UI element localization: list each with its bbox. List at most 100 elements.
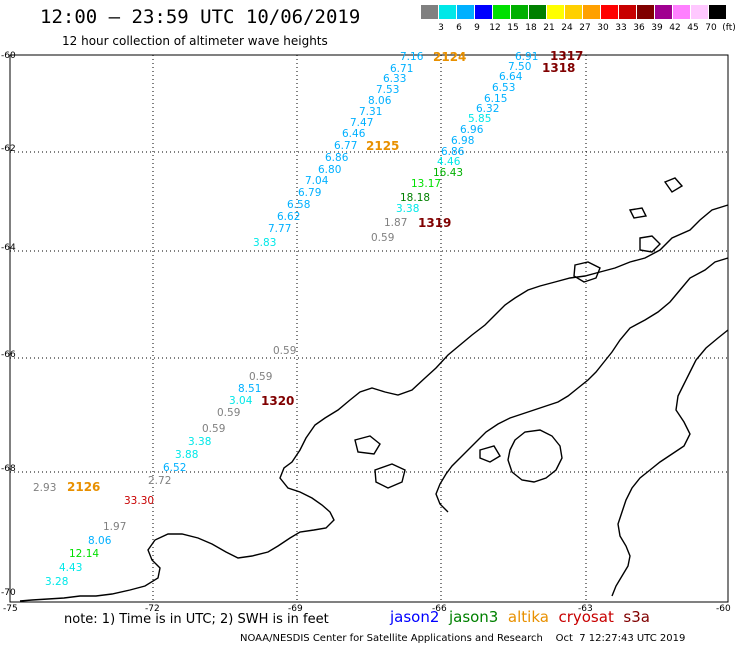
wave-height-label: 6.86 xyxy=(441,146,465,158)
island-small-5 xyxy=(354,435,381,455)
wave-height-label: 6.33 xyxy=(383,73,406,85)
legend-swatch xyxy=(673,5,691,19)
legend-swatch xyxy=(601,5,619,19)
wave-height-label: 6.62 xyxy=(277,211,300,223)
wave-height-label: 7.04 xyxy=(305,175,329,187)
wave-height-label: 1.97 xyxy=(103,521,126,533)
satellite-legend: jason2 jason3 altika cryosat s3a xyxy=(390,608,650,626)
map-frame xyxy=(9,54,729,603)
island-small-1 xyxy=(573,261,601,283)
credit-text: NOAA/NESDIS Center for Satellite Applica… xyxy=(240,633,543,644)
legend-swatch xyxy=(691,5,709,19)
legend-label: 24 xyxy=(561,23,573,33)
grid xyxy=(10,55,728,602)
legend-swatch xyxy=(619,5,637,19)
satellite-name: cryosat xyxy=(558,608,624,626)
wave-height-label: 6.15 xyxy=(484,93,507,105)
island-small-2 xyxy=(639,235,661,253)
legend-label: 3 xyxy=(438,23,444,33)
wave-height-label: 8.51 xyxy=(238,383,261,395)
legend-swatch xyxy=(529,5,547,19)
satellite-name: jason3 xyxy=(448,608,508,626)
lon-label: -75 xyxy=(3,604,18,614)
wave-height-label: 0.59 xyxy=(371,232,394,244)
legend-swatch xyxy=(493,5,511,19)
wave-height-label: 3.38 xyxy=(188,436,211,448)
wave-height-label: 12.14 xyxy=(69,548,99,560)
island-small-7 xyxy=(479,445,501,463)
track-a-labels: 7.166.716.337.538.067.317.476.466.776.86… xyxy=(253,51,424,249)
pass-number: 2125 xyxy=(366,139,399,153)
track-b-labels: 6.917.506.646.536.156.325.856.966.986.86… xyxy=(371,51,538,244)
wave-height-label: 6.32 xyxy=(476,103,499,115)
wave-height-label: 6.46 xyxy=(342,128,366,140)
wave-height-label: 16.43 xyxy=(433,167,463,179)
legend-label: 9 xyxy=(474,23,480,33)
wave-height-label: 8.06 xyxy=(88,535,112,547)
legend-label: (ft) xyxy=(722,23,736,33)
legend-label: 27 xyxy=(579,23,591,33)
island-small-4 xyxy=(374,463,406,489)
legend-label: 45 xyxy=(687,23,699,33)
wave-height-label: 4.43 xyxy=(59,562,82,574)
wave-height-label: 6.98 xyxy=(451,135,474,147)
legend-swatch xyxy=(709,5,727,19)
map-title: 12:00 – 23:59 UTC 10/06/2019 xyxy=(40,6,361,28)
pass-number: 2124 xyxy=(433,50,466,64)
peninsula-coast xyxy=(19,204,729,602)
wave-height-label: 6.79 xyxy=(298,187,321,199)
lat-label: -70 xyxy=(1,588,16,598)
wave-height-label: 7.50 xyxy=(508,61,531,73)
satellite-name: jason2 xyxy=(390,608,449,626)
lon-label: -69 xyxy=(288,604,303,614)
wave-height-label: 6.77 xyxy=(334,140,357,152)
inner-coast-a xyxy=(435,257,729,513)
lat-label: -62 xyxy=(1,144,16,154)
legend-label: 33 xyxy=(615,23,627,33)
legend-swatch xyxy=(565,5,583,19)
wave-height-label: 0.59 xyxy=(217,407,240,419)
wave-height-label: 6.96 xyxy=(460,124,484,136)
pass-number: 1320 xyxy=(261,394,294,408)
wave-height-label: 6.53 xyxy=(492,82,515,94)
wave-height-label: 1.87 xyxy=(384,217,407,229)
wave-height-label: 0.59 xyxy=(273,345,296,357)
wave-height-label: 2.72 xyxy=(148,475,171,487)
wave-height-label: 7.53 xyxy=(376,84,399,96)
lon-label: -72 xyxy=(145,604,160,614)
lat-label: -66 xyxy=(1,350,16,360)
timestamp: Oct 7 12:27:43 UTC 2019 xyxy=(555,633,686,644)
wave-height-label: 3.04 xyxy=(229,395,253,407)
legend-label: 15 xyxy=(507,23,519,33)
wave-height-label: 2.93 xyxy=(33,482,56,494)
legend-swatch xyxy=(439,5,457,19)
footnote: note: 1) Time is in UTC; 2) SWH is in fe… xyxy=(64,612,329,627)
island-small-3 xyxy=(663,177,684,193)
wave-height-label: 7.31 xyxy=(359,106,382,118)
legend-label: 39 xyxy=(651,23,663,33)
lat-label: -60 xyxy=(1,51,16,61)
wave-height-label: 6.80 xyxy=(318,164,341,176)
wave-height-label: 7.77 xyxy=(268,223,291,235)
island-small-6 xyxy=(628,207,648,219)
legend-swatch xyxy=(655,5,673,19)
legend-label: 21 xyxy=(543,23,555,33)
legend-label: 30 xyxy=(597,23,609,33)
satellite-name: altika xyxy=(507,608,559,626)
wave-height-label: 6.52 xyxy=(163,462,186,474)
wave-height-label: 6.64 xyxy=(499,71,523,83)
wave-height-label: 0.59 xyxy=(249,371,272,383)
wave-height-label: 8.06 xyxy=(368,95,392,107)
legend-label: 70 xyxy=(705,23,717,33)
wave-height-label: 13.17 xyxy=(411,178,441,190)
wave-height-label: 0.59 xyxy=(202,423,225,435)
legend-label: 12 xyxy=(489,23,501,33)
coastlines xyxy=(19,177,729,602)
island-large xyxy=(507,429,563,483)
wave-height-label: 18.18 xyxy=(400,192,430,204)
lon-label: -66 xyxy=(432,604,447,614)
wave-height-label: 3.38 xyxy=(396,203,419,215)
lon-label: -63 xyxy=(578,604,593,614)
